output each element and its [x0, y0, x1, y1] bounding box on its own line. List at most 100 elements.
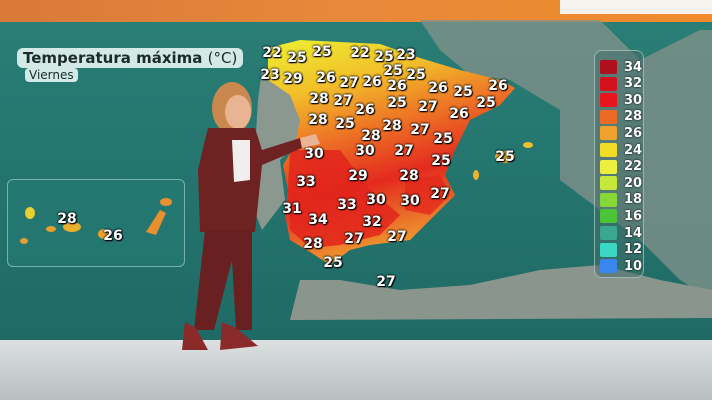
temperature-label: 22: [350, 45, 370, 61]
temperature-label: 26: [362, 74, 382, 90]
temperature-label: 26: [316, 70, 336, 86]
temperature-label: 27: [339, 75, 359, 91]
temperature-label: 33: [337, 197, 357, 213]
temperature-label: 27: [344, 231, 364, 247]
temperature-label: 33: [296, 174, 316, 190]
legend-label: 26: [624, 125, 643, 141]
legend-swatch: [600, 176, 617, 191]
legend-swatch: [600, 60, 617, 74]
temperature-label: 26: [449, 106, 469, 122]
legend-swatch: [600, 109, 617, 124]
island-menorca: [523, 142, 533, 148]
land-andalucia-hot: [288, 150, 400, 248]
temperature-label: 30: [355, 143, 375, 159]
temperature-label: 28: [308, 112, 328, 128]
temperature-label: 26: [387, 78, 407, 94]
temperature-label: 25: [433, 131, 453, 147]
studio-top-panel: [560, 0, 712, 14]
legend-item: 16: [600, 208, 642, 224]
legend-label: 18: [624, 192, 643, 208]
temperature-label: 28: [382, 118, 402, 134]
temperature-label: 25: [406, 67, 426, 83]
legend-label: 34: [624, 59, 643, 75]
temperature-label: 34: [308, 212, 328, 228]
island-mallorca: [495, 151, 515, 163]
temperature-label: 28: [309, 91, 329, 107]
legend-swatch: [600, 226, 617, 240]
legend-swatch: [600, 242, 617, 257]
canary-islands-map: [20, 198, 172, 244]
temperature-label: 25: [383, 63, 403, 79]
temperature-label: 25: [312, 44, 332, 60]
day-label: Viernes: [25, 68, 78, 82]
temperature-label: 26: [355, 102, 375, 118]
legend-item: 18: [600, 192, 642, 208]
title-unit: (°C): [207, 49, 238, 67]
legend-swatch: [600, 93, 617, 108]
legend-label: 30: [624, 92, 643, 108]
temperature-label: 31: [282, 201, 302, 217]
legend-item: 24: [600, 142, 642, 158]
temperature-label: 30: [366, 192, 386, 208]
temperature-label: 32: [362, 214, 382, 230]
legend-swatch: [600, 259, 617, 274]
legend-label: 28: [624, 109, 643, 125]
legend-swatch: [600, 76, 617, 91]
temperature-label: 25: [431, 153, 451, 169]
canary-islands-inset: [7, 179, 185, 267]
legend-item: 26: [600, 125, 642, 141]
legend-item: 20: [600, 175, 642, 191]
title-text: Temperatura máxima: [23, 49, 203, 67]
temperature-label: 25: [495, 149, 515, 165]
legend-label: 16: [624, 208, 643, 224]
temperature-label: 27: [387, 229, 407, 245]
legend-item: 12: [600, 242, 642, 258]
temperature-label: 25: [476, 95, 496, 111]
legend-label: 24: [624, 142, 643, 158]
land-murcia-hot: [405, 175, 450, 215]
temperature-label: 28: [399, 168, 419, 184]
temperature-label: 22: [262, 45, 282, 61]
legend-swatch: [600, 126, 617, 141]
temperature-legend: 34 32 30 28 26 24 22 20 18 16 14 12 10: [594, 50, 644, 278]
temperature-label: 25: [287, 50, 307, 66]
legend-label: 14: [624, 225, 643, 241]
temperature-label: 26: [488, 78, 508, 94]
legend-label: 32: [624, 76, 643, 92]
temperature-label: 23: [396, 47, 416, 63]
map-title: Temperatura máxima (°C): [17, 48, 244, 68]
studio-top-strip: [0, 0, 712, 22]
temperature-label: 27: [394, 143, 414, 159]
temperature-label: 27: [410, 122, 430, 138]
legend-item: 28: [600, 109, 642, 125]
temperature-label: 28: [361, 128, 381, 144]
temperature-label: 30: [400, 193, 420, 209]
temperature-label: 26: [103, 228, 123, 244]
temperature-label: 25: [387, 95, 407, 111]
temperature-label: 25: [335, 116, 355, 132]
legend-item: 14: [600, 225, 642, 241]
temperature-label: 25: [323, 255, 343, 271]
temperature-label: 26: [428, 80, 448, 96]
legend-item: 34: [600, 59, 642, 75]
temperature-label: 29: [283, 71, 303, 87]
temperature-label: 27: [430, 186, 450, 202]
legend-swatch: [600, 209, 617, 224]
legend-swatch: [600, 192, 617, 207]
temperature-label: 23: [260, 67, 280, 83]
legend-item: 30: [600, 92, 642, 108]
legend-label: 12: [624, 242, 643, 258]
legend-label: 20: [624, 175, 643, 191]
legend-item: 22: [600, 159, 642, 175]
temperature-label: 28: [303, 236, 323, 252]
legend-swatch: [600, 143, 617, 157]
legend-item: 32: [600, 76, 642, 92]
temperature-label: 28: [57, 211, 77, 227]
temperature-label: 29: [348, 168, 368, 184]
legend-swatch: [600, 159, 617, 174]
legend-item: 10: [600, 258, 642, 274]
temperature-label: 27: [376, 274, 396, 290]
temperature-label: 30: [304, 146, 324, 162]
temperature-label: 25: [374, 49, 394, 65]
